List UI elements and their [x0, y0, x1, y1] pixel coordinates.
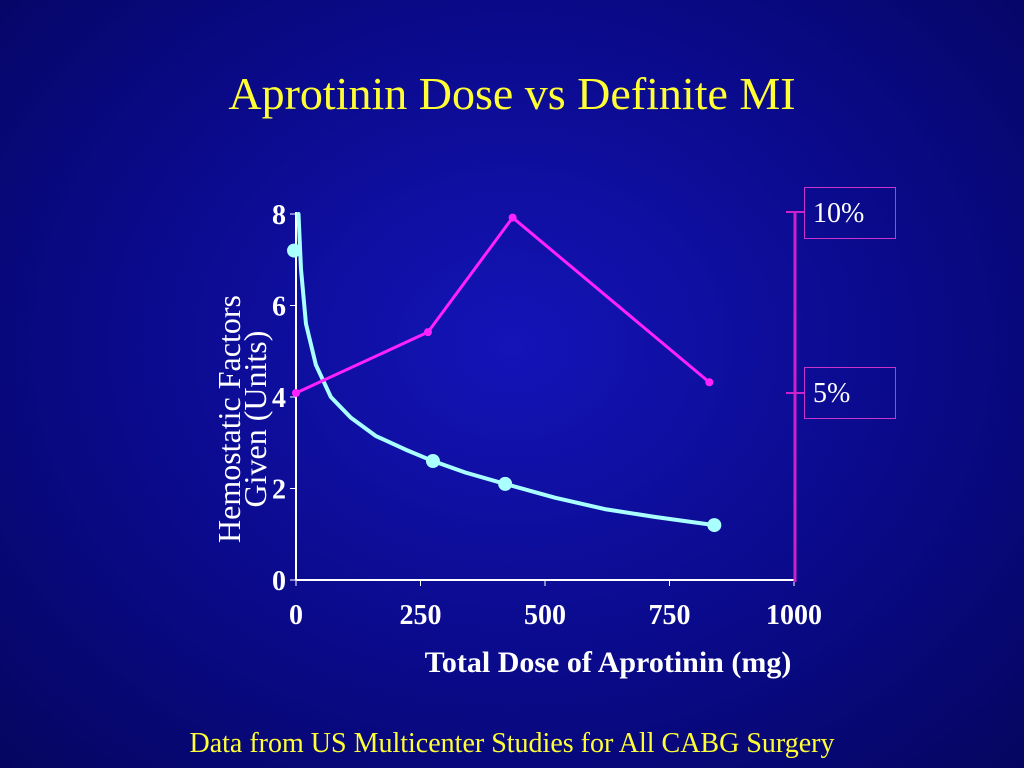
cyan-data-point [707, 518, 722, 533]
y-tick-label: 4 [272, 383, 286, 414]
cyan-data-point [287, 243, 301, 258]
y-tick-label: 6 [272, 292, 286, 323]
x-tick-label: 1000 [766, 600, 822, 631]
x-tick-label: 500 [524, 600, 566, 631]
y-tick-label: 8 [272, 200, 286, 231]
right-axis-label-10pct: 10% [804, 187, 896, 239]
magenta-series-line [295, 216, 711, 395]
cyan-data-point [425, 454, 440, 469]
slide-title: Aprotinin Dose vs Definite MI [228, 68, 796, 119]
dose-chart: 0 2 4 6 8 0 250 500 750 1000 Total Dose of Aprotin… [272, 200, 822, 679]
cyan-data-point [498, 476, 513, 491]
y-tick-label: 2 [272, 475, 286, 506]
magenta-data-point [508, 213, 517, 222]
y-tick-label: 0 [272, 566, 286, 597]
x-tick-label: 0 [289, 600, 303, 631]
footnote: Data from US Multicenter Studies for All… [189, 728, 835, 759]
right-axis-label-5pct: 5% [804, 367, 896, 419]
cyan-series-line [296, 212, 717, 528]
magenta-data-point [423, 328, 432, 337]
magenta-data-point [292, 389, 300, 397]
y-axis-label-line-2: Given (Units) [237, 330, 273, 508]
x-tick-label: 750 [649, 600, 691, 631]
magenta-data-point [705, 378, 714, 387]
x-axis-label: Total Dose of Aprotinin (mg) [425, 646, 792, 679]
x-tick-label: 250 [400, 600, 442, 631]
